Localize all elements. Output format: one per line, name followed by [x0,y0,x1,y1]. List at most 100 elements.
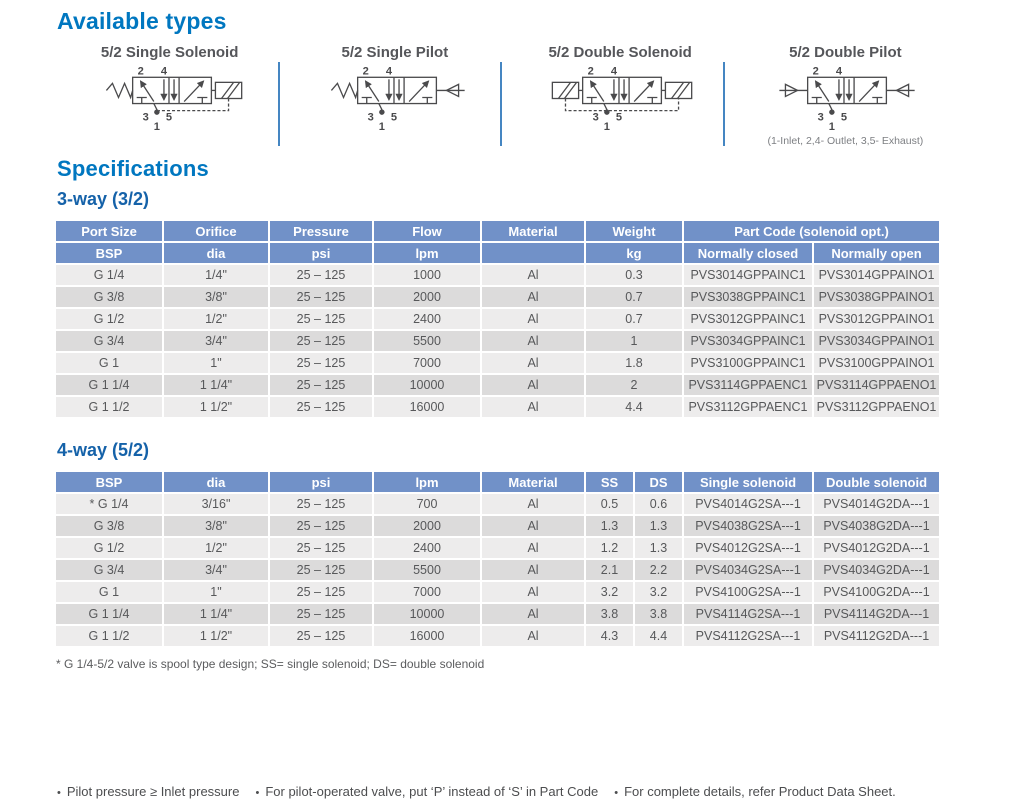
valve-type-label: 5/2 Double Pilot [789,44,902,61]
table-cell: Al [482,331,584,351]
valve-type-label: 5/2 Single Pilot [341,44,449,61]
table-cell: PVS3014GPPAINO1 [814,265,939,285]
table-cell: PVS4012G2SA---1 [684,538,812,558]
column-subheader: BSP [56,243,162,263]
footer-bullet-text: For pilot-operated valve, put ‘P’ instea… [265,784,599,799]
valve-body [582,76,663,105]
available-types-title: Available types [57,8,227,34]
table-row: G 3/8 3/8" 25 – 125 2000 Al 1.3 1.3 PVS4038G2SA… [56,516,939,536]
valve-diagram: 2 4 3 51 [551,65,693,133]
svg-text:4: 4 [386,65,393,77]
port-legend-note: (1-Inlet, 2,4- Outlet, 3,5- Exhaust) [767,135,924,147]
column-header: BSP [56,472,162,492]
table-cell: 1.8 [586,353,682,373]
valve-diagram: 2 4 3 51 [105,65,242,133]
solenoid-symbol [211,81,242,100]
table-cell: 16000 [374,626,480,646]
port-1-dot [379,109,385,115]
table-cell: PVS4014G2SA---1 [684,494,812,514]
table-cell: Al [482,626,584,646]
svg-text:1: 1 [153,121,159,133]
table-cell: G 1/4 [56,265,162,285]
table-cell: G 1/2 [56,309,162,329]
svg-text:3: 3 [593,112,599,124]
table-row: G 1/2 1/2" 25 – 125 2400 Al 0.7 PVS3012GPPAINC… [56,309,939,329]
solenoid-symbol [661,81,693,100]
table-3way-title: 3-way (3/2) [57,189,150,209]
table-cell: 3.2 [586,582,633,602]
table-cell: 25 – 125 [270,375,372,395]
table-cell: 25 – 125 [270,538,372,558]
table-cell: Al [482,397,584,417]
table-cell: 25 – 125 [270,582,372,602]
table-cell: 1 [586,331,682,351]
column-subheader: Normally closed [684,243,812,263]
divider-line [500,62,502,146]
table-cell: PVS3100GPPAINO1 [814,353,939,373]
port-labels: 2 4 3 51 [137,65,171,133]
svg-text:5: 5 [391,112,397,124]
svg-text:2: 2 [137,65,143,77]
svg-text:1: 1 [604,121,610,133]
table-cell: 25 – 125 [270,494,372,514]
table-cell: 25 – 125 [270,353,372,373]
pilot-line [158,98,229,112]
svg-text:5: 5 [616,112,622,124]
valve-body [131,76,212,105]
table-cell: PVS4112G2DA---1 [814,626,939,646]
divider-line [723,62,725,146]
table-cell: 3.8 [635,604,682,624]
port-1-dot [153,109,160,115]
table-cell: * G 1/4 [56,494,162,514]
table-cell: 3/4" [164,331,268,351]
table-cell: PVS4114G2DA---1 [814,604,939,624]
table-cell: 10000 [374,375,480,395]
specs-table-4way: BSP dia psi lpm Material SS DS Single solenoid D… [54,470,941,648]
table-cell: PVS3014GPPAINC1 [684,265,812,285]
table-cell: G 1 1/4 [56,375,162,395]
table-cell: PVS3012GPPAINO1 [814,309,939,329]
table-cell: 7000 [374,582,480,602]
table-cell: 1.2 [586,538,633,558]
port-1-dot [604,109,610,115]
table-cell: G 3/4 [56,331,162,351]
table-row: G 1/2 1/2" 25 – 125 2400 Al 1.2 1.3 PVS4012G2SA… [56,538,939,558]
table-row: G 1 1" 25 – 125 7000 Al 1.8 PVS3100GPPAINC1 PVS… [56,353,939,373]
table-cell: 25 – 125 [270,397,372,417]
column-header: psi [270,472,372,492]
column-header: lpm [374,472,480,492]
table-cell: 4.4 [635,626,682,646]
pilot-symbol [779,83,809,98]
solenoid-symbol [551,81,583,100]
column-header: Material [482,221,584,241]
svg-text:3: 3 [368,112,374,124]
valve-type-label: 5/2 Single Solenoid [100,44,239,61]
pilot-line [564,98,680,112]
table-cell: 1 1/4" [164,375,268,395]
table-cell: 3.8 [586,604,633,624]
svg-text:4: 4 [611,65,618,77]
column-header: Pressure [270,221,372,241]
table-cell: Al [482,560,584,580]
table-cell: 1 1/4" [164,604,268,624]
table-cell: 3/8" [164,287,268,307]
column-header: Double solenoid [814,472,939,492]
table-cell: 10000 [374,604,480,624]
footer-bullet: • For pilot-operated valve, put ‘P’ inste… [255,784,598,799]
svg-text:3: 3 [818,112,824,124]
table-cell: Al [482,353,584,373]
table-cell: 3/4" [164,560,268,580]
port-1-dot [829,109,835,115]
column-subheader [482,243,584,263]
footer-bullet: • For complete details, refer Product Dat… [614,784,896,799]
table-cell: 5500 [374,560,480,580]
specs-table-3way: Port Size Orifice Pressure Flow Material Weig… [54,219,941,419]
table-cell: Al [482,604,584,624]
table-cell: 1/2" [164,538,268,558]
column-header: Flow [374,221,480,241]
table-cell: PVS3034GPPAINO1 [814,331,939,351]
table-cell: G 1 1/2 [56,397,162,417]
column-header: Port Size [56,221,162,241]
table-cell: 1 1/2" [164,626,268,646]
